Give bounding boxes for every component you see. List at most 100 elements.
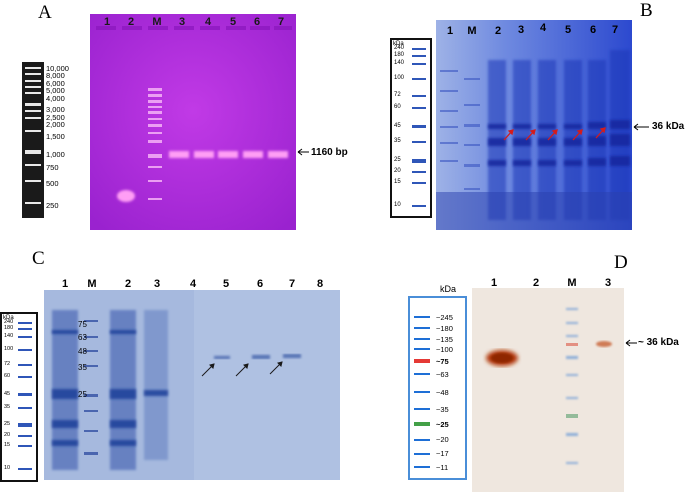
panel-d-lane-label: 1	[490, 277, 498, 289]
ladder-tick: 100	[394, 75, 405, 81]
panel-c-lane-label: 4	[189, 278, 197, 290]
panel-c-marker-label: 25	[78, 390, 87, 399]
ladder-tick: ~135	[436, 335, 453, 344]
ladder-tick: 10,000	[46, 64, 69, 73]
panel-d-band-arrow	[624, 338, 638, 348]
ladder-tick: ~17	[436, 449, 449, 458]
panel-d-ladder-unit: kDa	[440, 284, 457, 294]
ladder-tick: 250	[46, 201, 59, 210]
ladder-tick: 750	[46, 163, 59, 172]
ladder-tick: 6,000	[46, 79, 65, 88]
ladder-tick: 25	[4, 421, 11, 427]
panel-a-band-size-label: 1160 bp	[311, 147, 348, 158]
panel-a-gel: 1 2 M 3 4 5 6 7	[90, 14, 296, 230]
panel-b-lane-label: 1	[446, 25, 454, 37]
ladder-tick: 15	[4, 442, 11, 448]
panel-b-lane-label: M	[467, 25, 477, 37]
panel-d-band-size-label: ~ 36 kDa	[638, 337, 679, 348]
panel-d-lane-label: 3	[604, 277, 612, 289]
panel-c-gel: 1 M 2 3 4 5 6 7 8 75 63 48 35 25	[44, 278, 340, 480]
panel-b-lane-label: 4	[539, 22, 547, 34]
panel-c-lane-label: M	[87, 278, 97, 290]
ladder-tick: 240	[4, 319, 14, 325]
ladder-tick: 1,500	[46, 132, 65, 141]
ladder-tick: 60	[4, 373, 11, 379]
panel-b-ladder-unit: kDa	[393, 41, 404, 47]
panel-c-lane-label: 6	[256, 278, 264, 290]
panel-b-lane-label: 7	[611, 24, 619, 36]
ladder-tick: ~180	[436, 324, 453, 333]
ladder-tick: 180	[394, 52, 405, 58]
panel-c-marker-label: 75	[78, 320, 87, 329]
panel-c-ladder-image: kDa 240 180 140 100 72 60 45 35 25 20 15…	[0, 312, 38, 482]
panel-a-lane-label: 4	[204, 16, 212, 28]
ladder-tick: 5,000	[46, 86, 65, 95]
panel-b-lane-label: 2	[494, 25, 502, 37]
ladder-tick: 45	[4, 391, 11, 397]
panel-c-lane-label: 2	[124, 278, 132, 290]
panel-a-lane-label: 2	[127, 16, 135, 28]
panel-b-lane-label: 5	[564, 24, 572, 36]
panel-a-lane-label: 7	[277, 16, 285, 28]
panel-b-gel: 1 M 2 3 4 5 6 7	[436, 20, 632, 230]
panel-a-lane-label: 1	[103, 16, 111, 28]
ladder-tick: 20	[4, 432, 11, 438]
panel-c-lane-label: 3	[153, 278, 161, 290]
panel-a-letter: A	[38, 2, 52, 23]
panel-d-membrane: 1 2 M 3	[472, 277, 624, 492]
ladder-tick: 240	[394, 45, 405, 51]
ladder-tick: 45	[394, 123, 401, 129]
panel-d-ladder-image: kDa ~245 ~180 ~135 ~100 ~75 ~63 ~48 ~35 …	[408, 284, 467, 480]
ladder-tick: ~48	[436, 388, 449, 397]
ladder-tick: ~35	[436, 405, 449, 414]
panel-a-ladder-labels: 10,000 8,000 6,000 5,000 4,000 3,000 2,5…	[46, 62, 96, 218]
panel-c-marker-label: 63	[78, 333, 87, 342]
ladder-tick: 1,000	[46, 150, 65, 159]
panel-c-lane-label: 7	[288, 278, 296, 290]
ladder-tick: 20	[394, 168, 401, 174]
panel-a-lane-label: 3	[178, 16, 186, 28]
ladder-tick: ~25	[436, 420, 449, 429]
panel-b-band-arrow	[632, 122, 650, 132]
ladder-tick: 72	[4, 361, 11, 367]
ladder-tick: 100	[4, 346, 14, 352]
panel-c-marker-label: 35	[78, 363, 87, 372]
ladder-tick: 35	[4, 404, 11, 410]
panel-c-lane-label: 5	[222, 278, 230, 290]
ladder-tick: 72	[394, 92, 401, 98]
panel-a-band-arrow	[296, 147, 310, 157]
panel-d-lane-label: M	[567, 277, 577, 289]
ladder-tick: 3,000	[46, 105, 65, 114]
ladder-tick: 35	[394, 138, 401, 144]
panel-c-lane-label: 1	[61, 278, 69, 290]
ladder-tick: 2,000	[46, 120, 65, 129]
panel-c-marker-label: 48	[78, 347, 87, 356]
panel-c-ladder-unit: kDa	[3, 315, 14, 321]
ladder-tick: 4,000	[46, 94, 65, 103]
ladder-tick: 180	[4, 325, 14, 331]
ladder-tick: 2,500	[46, 113, 65, 122]
panel-c-lane-label: 8	[316, 278, 324, 290]
ladder-tick: 15	[394, 179, 401, 185]
ladder-tick: 10	[4, 465, 11, 471]
ladder-tick: 25	[394, 157, 401, 163]
ladder-tick: ~63	[436, 370, 449, 379]
ladder-tick: 10	[394, 202, 401, 208]
panel-d-letter: D	[614, 252, 628, 273]
panel-a-lane-label: M	[152, 16, 162, 28]
panel-c-letter: C	[32, 248, 45, 269]
panel-a-ladder-image	[22, 62, 44, 218]
panel-d-lane-label: 2	[532, 277, 540, 289]
ladder-tick: 140	[4, 333, 14, 339]
ladder-tick: ~20	[436, 435, 449, 444]
ladder-tick: 60	[394, 104, 401, 110]
ladder-tick: ~100	[436, 345, 453, 354]
panel-b-letter: B	[640, 0, 653, 21]
ladder-tick: 500	[46, 179, 59, 188]
panel-b-ladder-image: kDa 240 180 140 100 72 60 45 35 25 20 15…	[390, 38, 432, 218]
ladder-tick: ~11	[436, 463, 449, 472]
ladder-tick: ~245	[436, 313, 453, 322]
panel-b-lane-label: 6	[589, 24, 597, 36]
ladder-tick: ~75	[436, 357, 449, 366]
panel-b-band-size-label: 36 kDa	[652, 121, 685, 132]
